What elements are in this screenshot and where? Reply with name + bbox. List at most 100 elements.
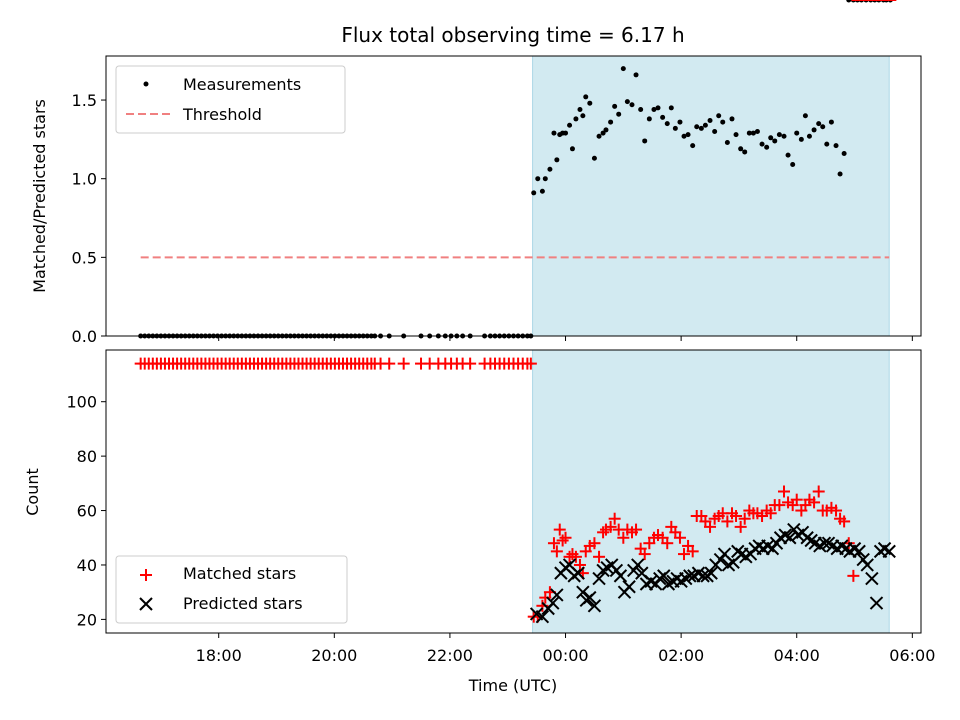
predicted-stars-point <box>550 588 564 602</box>
predicted-stars-point <box>657 569 671 583</box>
measurements-point <box>569 146 575 152</box>
ratio-y-tick-label: 1.5 <box>72 91 97 110</box>
matched-stars-point <box>573 558 586 571</box>
measurements-point <box>535 176 541 182</box>
x-tick-label: 22:00 <box>427 646 473 665</box>
measurements-point <box>542 176 548 182</box>
measurements-point <box>824 141 830 147</box>
predicted-stars-point <box>783 531 797 545</box>
measurements-point <box>833 143 839 149</box>
measurements-point <box>720 119 726 125</box>
matched-stars-point <box>550 545 563 558</box>
matched-stars-point <box>847 569 860 582</box>
x-tick-label: 06:00 <box>889 646 935 665</box>
predicted-stars-point <box>587 599 602 613</box>
measurements-point <box>738 146 744 152</box>
measurements-point <box>806 133 812 139</box>
x-axis-label: Time (UTC) <box>468 676 557 695</box>
measurements-point <box>580 113 586 119</box>
matched-stars-point <box>686 545 699 558</box>
ratio-legend-box <box>115 65 346 134</box>
threshold-legend-label: Threshold <box>182 105 262 124</box>
measurements-point <box>600 130 606 136</box>
predicted-legend-marker <box>139 597 153 611</box>
measurements-point <box>768 135 774 141</box>
counts-observing-window <box>532 349 890 634</box>
counts-y-tick-label: 40 <box>77 556 97 575</box>
counts-y-tick-label: 100 <box>66 393 97 412</box>
matched-stars-point <box>617 531 630 544</box>
counts-y-axis-label: Count <box>23 468 42 516</box>
matched-stars-point <box>604 520 617 533</box>
counts-y-tick-label: 60 <box>77 502 97 521</box>
measurements-point <box>820 124 826 130</box>
measurements-point <box>694 124 700 130</box>
measurements-legend-label: Measurements <box>183 75 301 94</box>
matched-stars-point <box>721 515 734 528</box>
measurements-point <box>547 166 553 172</box>
matched-stars-point <box>547 537 560 550</box>
measurements-point <box>651 106 657 112</box>
predicted-stars-point <box>631 558 645 572</box>
matched-stars-point <box>638 548 651 561</box>
chart-title: Flux total observing time = 6.17 h <box>341 23 684 47</box>
measurements-point <box>742 149 748 155</box>
matched-stars-point <box>593 550 606 563</box>
matched-stars-point <box>673 531 686 544</box>
measurements-point <box>583 94 589 100</box>
measurements-point <box>724 140 730 146</box>
ratio-panel-frame <box>105 55 922 337</box>
measurements-point <box>733 132 739 138</box>
matched-stars-point <box>597 526 610 539</box>
measurements-point <box>746 130 752 136</box>
predicted-stars-point <box>704 566 718 580</box>
matched-stars-point <box>838 515 851 528</box>
measurements-point <box>554 157 560 163</box>
measurements-point <box>638 106 644 112</box>
ratio-legend: Measurements Threshold <box>115 65 346 134</box>
measurements-point <box>712 129 718 135</box>
measurements-point <box>603 127 609 133</box>
measurements-point <box>608 119 614 125</box>
measurements-legend-marker <box>143 81 149 87</box>
matched-stars-point <box>588 537 601 550</box>
measurements-point <box>716 113 722 119</box>
measurements-point <box>702 122 708 128</box>
matched-stars-point <box>830 504 843 517</box>
measurements-point <box>591 155 597 161</box>
measurements-point <box>816 121 822 127</box>
predicted-stars-point <box>696 569 710 583</box>
counts-legend-box <box>115 555 348 624</box>
predicted-stars-point <box>852 544 866 559</box>
predicted-stars-point <box>860 558 874 572</box>
predicted-stars-point <box>583 590 597 605</box>
matched-stars-point <box>553 523 566 536</box>
measurements-point <box>660 114 666 120</box>
measurements-point <box>677 119 683 125</box>
measurements-point <box>596 133 602 139</box>
matched-stars-point <box>678 548 691 561</box>
ratio-y-axis-label: Matched/Predicted stars <box>30 99 49 293</box>
matched-stars-point <box>383 357 396 370</box>
matched-stars-point <box>778 485 791 498</box>
matched-stars-point <box>730 509 743 522</box>
predicted-legend-label: Predicted stars <box>183 594 303 613</box>
matched-stars-point <box>704 520 717 533</box>
measurements-point <box>624 99 630 105</box>
measurements-point <box>681 133 687 139</box>
x-tick-label: 18:00 <box>196 646 242 665</box>
measurements-point <box>620 66 626 72</box>
measurements-point <box>785 152 791 158</box>
predicted-stars-point <box>869 596 884 610</box>
measurements-point <box>587 100 593 106</box>
matched-stars-point <box>556 534 569 547</box>
measurements-point <box>698 125 704 131</box>
predicted-stars-point <box>576 585 590 599</box>
matched-stars-point <box>569 550 582 563</box>
matched-stars-point <box>608 512 621 525</box>
matched-stars-point <box>808 496 821 509</box>
predicted-stars-point <box>535 609 550 624</box>
matched-stars-point <box>764 507 777 520</box>
measurements-point <box>846 0 852 3</box>
